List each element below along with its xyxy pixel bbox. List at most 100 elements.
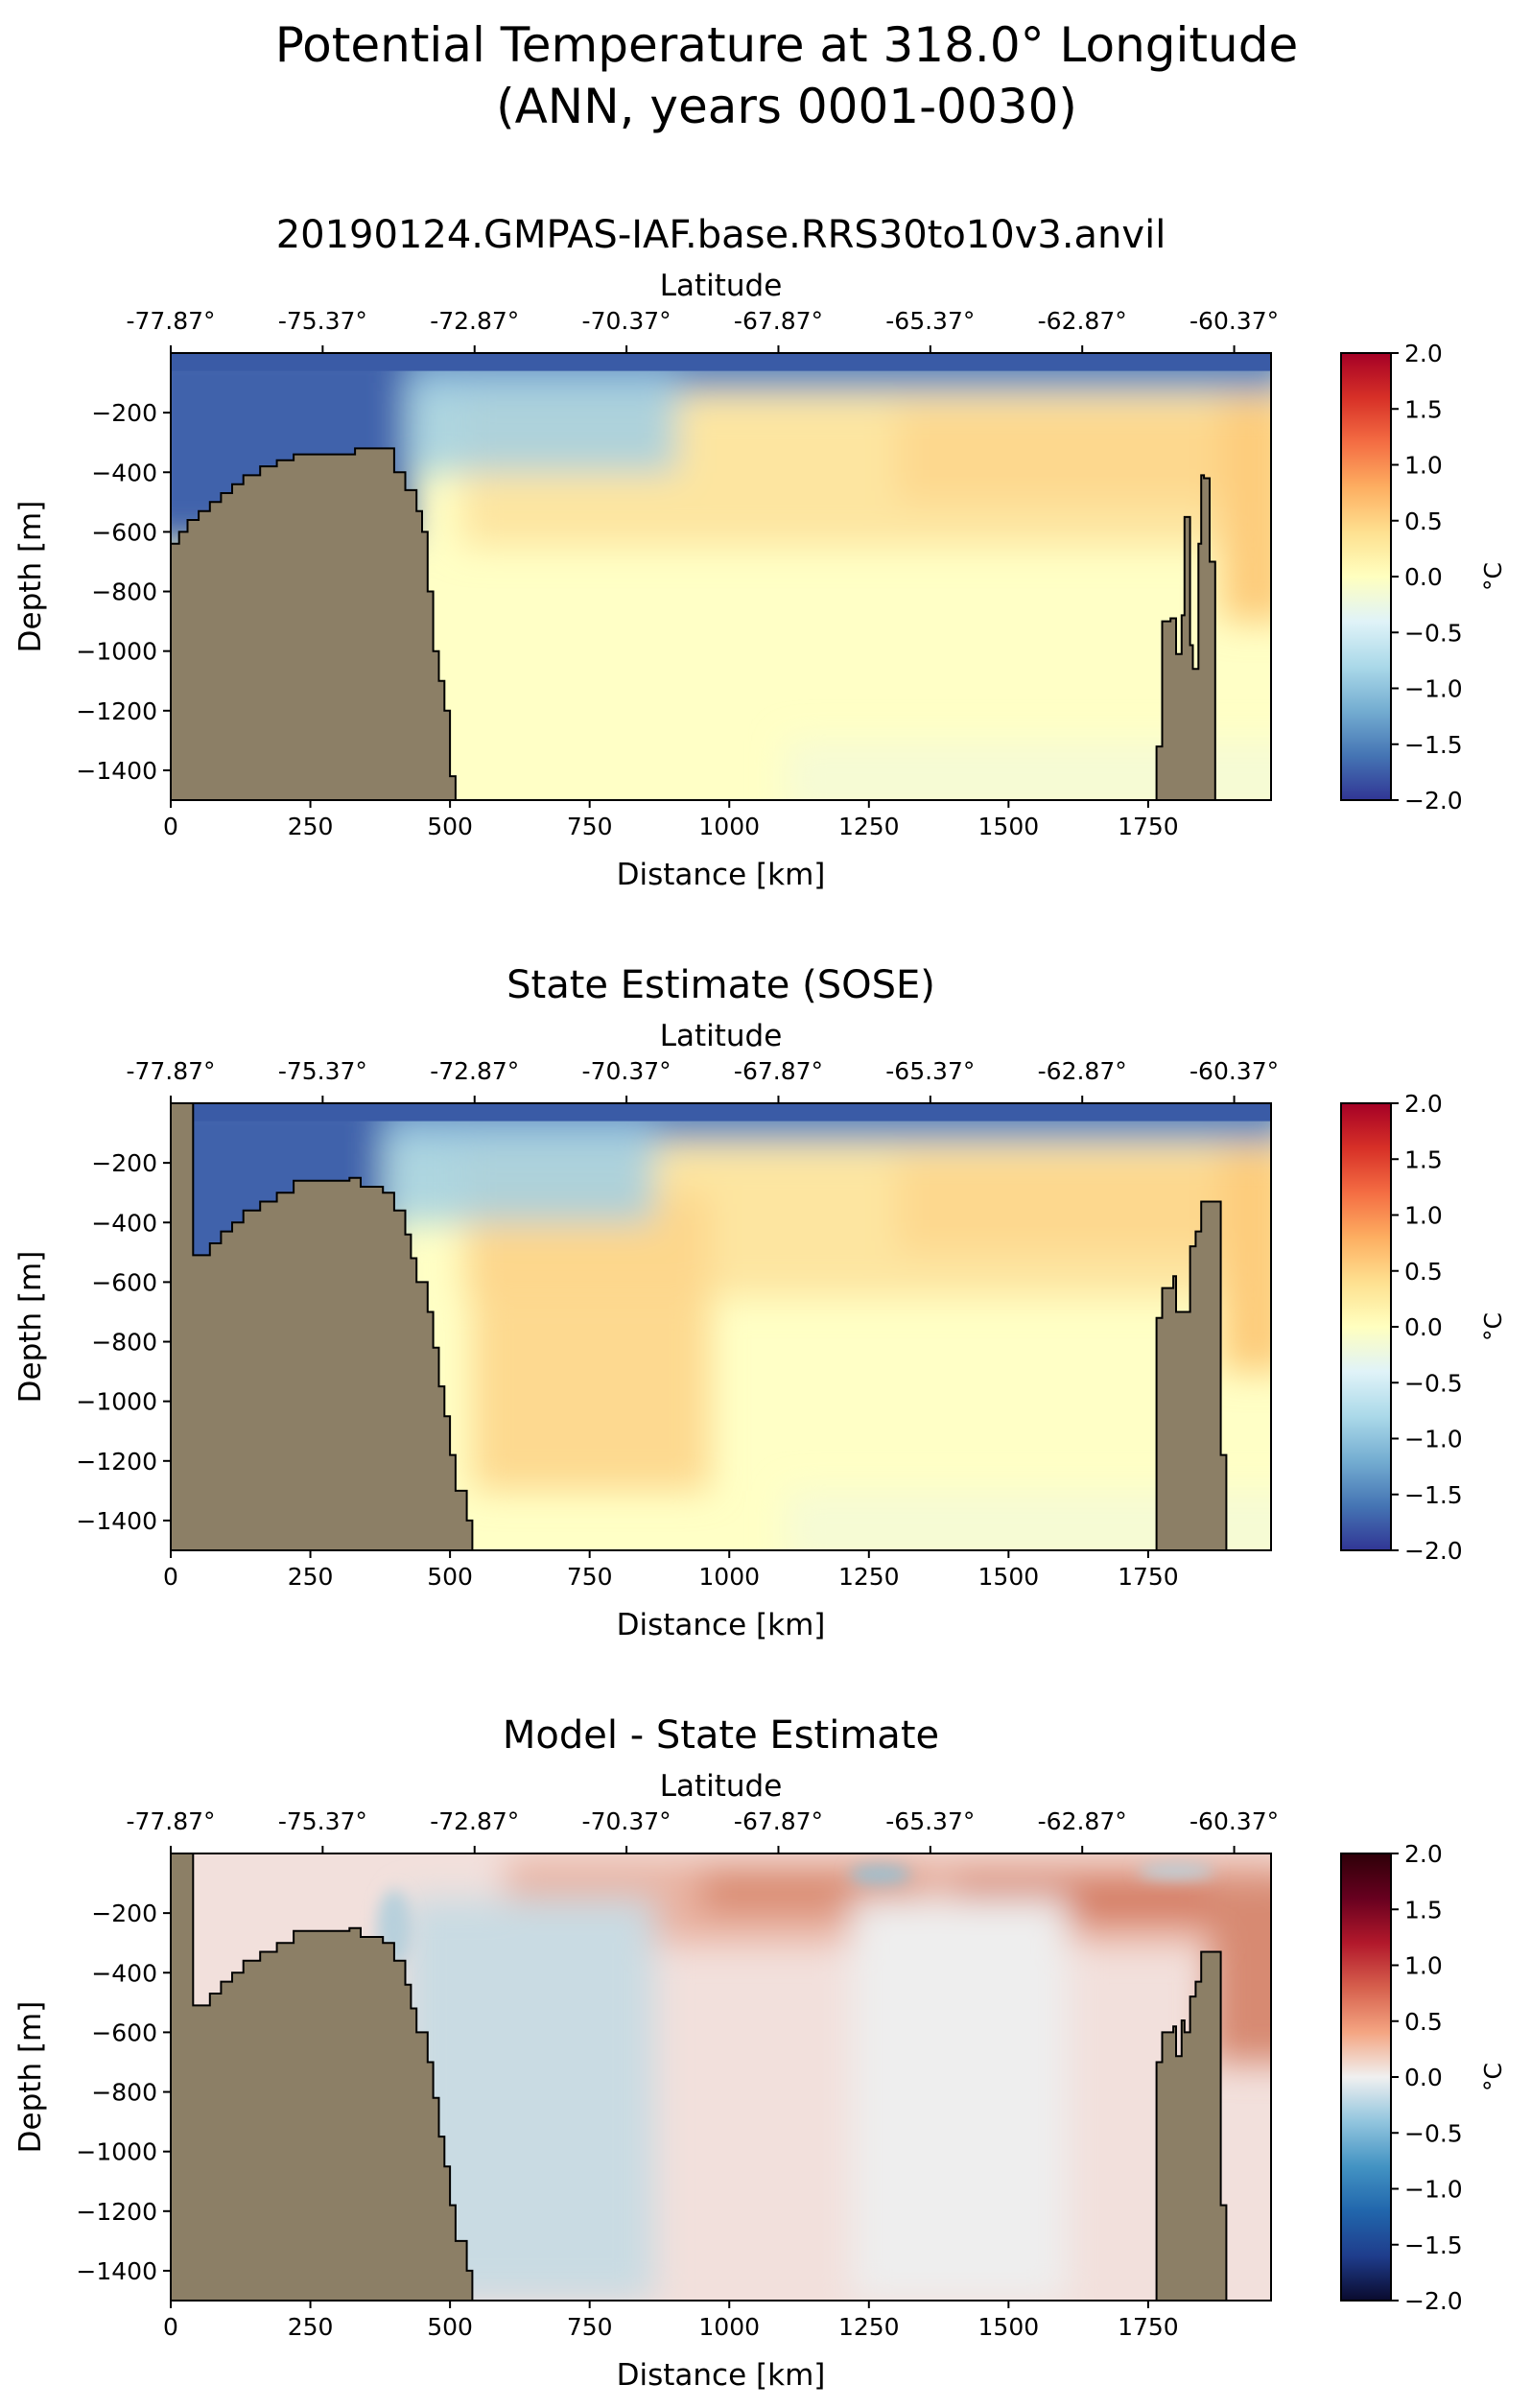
latitude-tick-label: -77.87°	[126, 1057, 215, 1085]
bathymetry-ridge	[1155, 474, 1216, 800]
axes-frame	[170, 1853, 1272, 2302]
latitude-axis-label: Latitude	[660, 269, 783, 303]
bathymetry-shelf	[171, 447, 457, 800]
y-tick-label: −1200	[76, 697, 157, 725]
y-tick-label: −400	[91, 1959, 157, 1987]
y-tick-label: −200	[91, 1900, 157, 1927]
y-tick-label: −200	[91, 1149, 157, 1177]
colorbar-tick-label: 1.0	[1404, 1952, 1443, 1980]
colorbar-tick-label: 0.0	[1404, 563, 1443, 591]
colorbar-tick-label: 1.0	[1404, 1202, 1443, 1230]
colorbar-tick-label: 1.5	[1404, 1896, 1443, 1924]
y-tick-label: −1000	[76, 2138, 157, 2166]
x-tick-label: 0	[163, 813, 178, 840]
x-tick-label: 500	[427, 813, 473, 840]
y-tick-label: −400	[91, 1209, 157, 1237]
x-tick-label: 1000	[698, 1563, 760, 1591]
colorbar-label: °C	[1479, 562, 1507, 591]
latitude-tick-label: -72.87°	[430, 307, 519, 335]
x-tick-label: 1000	[698, 813, 760, 840]
y-tick-label: −800	[91, 2079, 157, 2107]
x-tick-label: 500	[427, 2313, 473, 2341]
x-tick-label: 1250	[838, 2313, 900, 2341]
latitude-axis-label: Latitude	[660, 1019, 783, 1053]
colorbar-label: °C	[1479, 1312, 1507, 1341]
x-tick-label: 750	[567, 813, 613, 840]
latitude-tick-label: -72.87°	[430, 1057, 519, 1085]
latitude-tick-label: -65.37°	[885, 307, 975, 335]
y-tick-label: −1200	[76, 2198, 157, 2226]
colorbar-tick-label: 0.5	[1404, 2008, 1443, 2036]
x-tick-label: 1000	[698, 2313, 760, 2341]
latitude-tick-label: -65.37°	[885, 1807, 975, 1835]
x-tick-label: 1250	[838, 1563, 900, 1591]
latitude-tick-label: -77.87°	[126, 307, 215, 335]
figure-title-line2: (ANN, years 0001-0030)	[496, 79, 1077, 134]
axes-frame	[170, 352, 1272, 801]
colorbar	[1340, 1853, 1392, 2302]
colorbar-tick-label: −2.0	[1404, 2287, 1463, 2315]
latitude-axis-label: Latitude	[660, 1769, 783, 1804]
panel-title: State Estimate (SOSE)	[506, 963, 935, 1007]
y-tick-label: −1000	[76, 1388, 157, 1416]
x-tick-label: 1750	[1118, 813, 1179, 840]
panel-title: 20190124.GMPAS-IAF.base.RRS30to10v3.anvi…	[276, 213, 1166, 257]
y-tick-label: −600	[91, 2018, 157, 2046]
colorbar	[1340, 1102, 1392, 1551]
bathymetry-ridge	[1150, 1200, 1228, 1550]
colorbar-tick-label: 1.5	[1404, 395, 1443, 423]
latitude-tick-label: -67.87°	[734, 1807, 823, 1835]
colorbar-tick-label: 2.0	[1404, 1090, 1443, 1118]
colorbar	[1340, 352, 1392, 801]
y-tick-label: −1400	[76, 1507, 157, 1535]
y-tick-label: −200	[91, 399, 157, 427]
x-tick-label: 250	[288, 813, 334, 840]
latitude-tick-label: -60.37°	[1189, 307, 1279, 335]
colorbar-tick-label: −0.5	[1404, 619, 1463, 647]
x-tick-label: 250	[288, 2313, 334, 2341]
x-axis-label: Distance [km]	[617, 858, 826, 892]
latitude-tick-label: -75.37°	[278, 1057, 367, 1085]
latitude-tick-label: -67.87°	[734, 1057, 823, 1085]
colorbar-tick-label: 1.0	[1404, 452, 1443, 480]
y-axis-label: Depth [m]	[13, 1251, 48, 1404]
x-axis-label: Distance [km]	[617, 2358, 826, 2393]
x-tick-label: 750	[567, 1563, 613, 1591]
y-tick-label: −1000	[76, 638, 157, 666]
x-tick-label: 250	[288, 1563, 334, 1591]
latitude-tick-label: -65.37°	[885, 1057, 975, 1085]
colorbar-tick-label: −1.5	[1404, 731, 1463, 759]
colorbar-label: °C	[1479, 2063, 1507, 2091]
latitude-tick-label: -70.37°	[582, 1807, 671, 1835]
x-tick-label: 0	[163, 1563, 178, 1591]
colorbar-tick-label: −2.0	[1404, 1537, 1463, 1565]
colorbar-tick-label: 0.5	[1404, 508, 1443, 535]
colorbar-tick-label: 0.0	[1404, 2064, 1443, 2091]
colorbar-tick-label: 2.0	[1404, 340, 1443, 367]
latitude-tick-label: -75.37°	[278, 307, 367, 335]
panel-3: Model - State Estimate Latitude Distance […	[13, 1713, 1507, 2393]
latitude-tick-label: -77.87°	[126, 1807, 215, 1835]
colorbar-tick-label: −1.5	[1404, 1481, 1463, 1509]
colorbar-tick-label: 0.0	[1404, 1313, 1443, 1341]
x-tick-label: 1750	[1118, 2313, 1179, 2341]
y-tick-label: −600	[91, 518, 157, 546]
latitude-tick-label: -70.37°	[582, 1057, 671, 1085]
y-tick-label: −800	[91, 1329, 157, 1357]
colorbar-tick-label: −1.0	[1404, 2176, 1463, 2204]
colorbar-tick-label: −2.0	[1404, 787, 1463, 814]
latitude-tick-label: -62.87°	[1038, 307, 1127, 335]
axes-frame	[170, 1102, 1272, 1551]
panel-title: Model - State Estimate	[503, 1713, 939, 1758]
latitude-tick-label: -62.87°	[1038, 1807, 1127, 1835]
x-tick-label: 500	[427, 1563, 473, 1591]
x-tick-label: 1500	[978, 813, 1040, 840]
y-tick-label: −800	[91, 578, 157, 606]
panel-1: 20190124.GMPAS-IAF.base.RRS30to10v3.anvi…	[13, 213, 1507, 892]
colorbar-tick-label: 2.0	[1404, 1840, 1443, 1868]
y-tick-label: −400	[91, 459, 157, 486]
colorbar-tick-label: −0.5	[1404, 2119, 1463, 2147]
x-tick-label: 1250	[838, 813, 900, 840]
colorbar-tick-label: −0.5	[1404, 1369, 1463, 1397]
